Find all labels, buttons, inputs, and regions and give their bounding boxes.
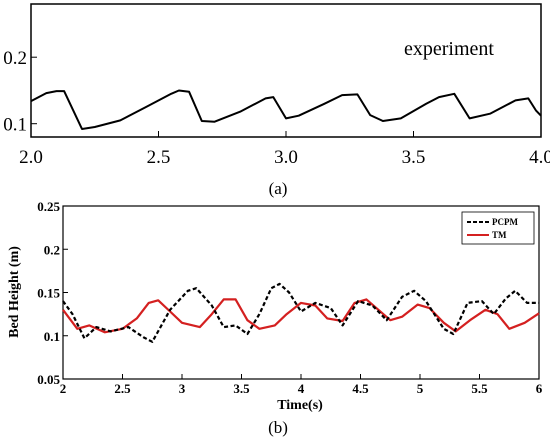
panel-b-label: (b) (268, 418, 288, 437)
y-tick-label: 0.1 (44, 329, 60, 344)
y-tick-label: 0.2 (3, 48, 27, 69)
x-axis-title: Time(s) (277, 398, 323, 413)
panel-a-ticks: 2.0 2.5 3.0 3.5 4.0 0.1 0.2 (3, 48, 550, 168)
x-tick-label: 3.5 (233, 381, 250, 396)
panel-b: 2 2.5 3 3.5 4 4.5 5 5.5 6 0.05 0.1 0.15 0.2 0.25 PCPM… (7, 199, 543, 437)
x-tick-label: 2 (60, 381, 67, 396)
panel-b-ticks: 2 2.5 3 3.5 4 4.5 5 5.5 6 0.05 0.1 0.15 0.2 0.25 (37, 199, 543, 396)
y-tick-label: 0.2 (44, 242, 60, 257)
x-tick-label: 2.5 (147, 147, 171, 168)
legend-tm-label: TM (492, 230, 507, 240)
x-tick-label: 3 (179, 381, 186, 396)
x-tick-label: 5 (417, 381, 424, 396)
x-tick-label: 2.5 (114, 381, 131, 396)
legend-box (461, 211, 535, 245)
experiment-annotation: experiment (404, 38, 494, 60)
x-tick-label: 6 (536, 381, 543, 396)
panel-a-label: (a) (269, 179, 288, 198)
x-tick-label: 2.0 (19, 147, 43, 168)
x-tick-label: 4.5 (352, 381, 369, 396)
y-tick-label: 0.15 (37, 286, 60, 301)
tm-series-line (62, 298, 540, 334)
y-axis-title: Bed Height (m) (7, 246, 22, 338)
y-tick-label: 0.25 (37, 199, 60, 214)
panel-a: 2.0 2.5 3.0 3.5 4.0 0.1 0.2 experiment (a) (3, 3, 550, 198)
y-tick-label: 0.1 (3, 115, 27, 136)
x-tick-label: 5.5 (471, 381, 488, 396)
experiment-series-line (30, 89, 542, 130)
x-tick-label: 4.0 (529, 147, 550, 168)
legend: PCPM TM (461, 211, 535, 245)
x-tick-label: 4 (298, 381, 305, 396)
x-tick-label: 3.0 (274, 147, 298, 168)
legend-pcpm-label: PCPM (492, 217, 518, 227)
y-tick-label: 0.05 (37, 372, 60, 387)
x-tick-label: 3.5 (402, 147, 426, 168)
pcpm-series-line (62, 282, 539, 343)
